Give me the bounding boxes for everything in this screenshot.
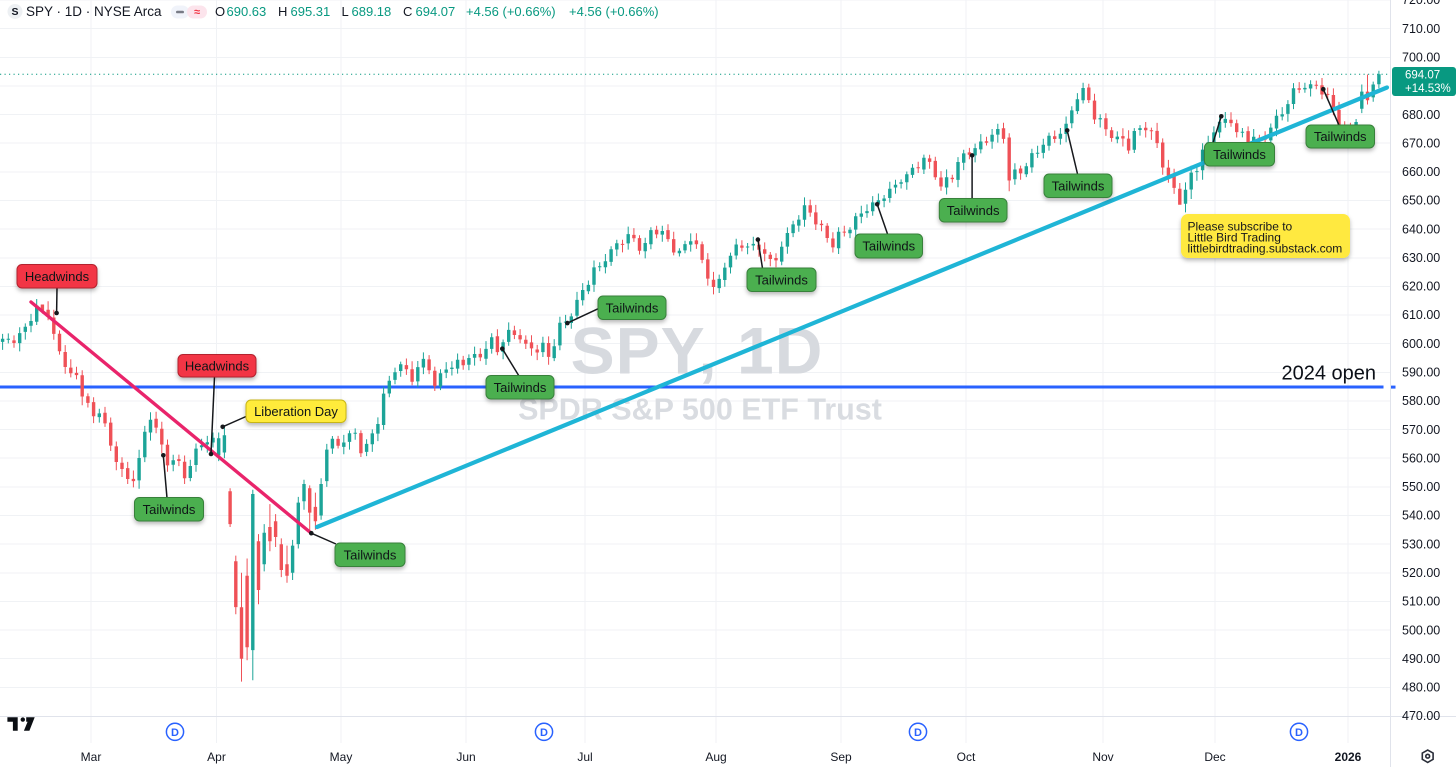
svg-text:Tailwinds: Tailwinds bbox=[947, 203, 1000, 218]
svg-text:510.00: 510.00 bbox=[1402, 595, 1440, 609]
svg-text:610.00: 610.00 bbox=[1402, 308, 1440, 322]
svg-text:Little Bird Trading: Little Bird Trading bbox=[1188, 231, 1281, 245]
svg-text:Jun: Jun bbox=[456, 750, 475, 764]
svg-text:530.00: 530.00 bbox=[1402, 537, 1440, 551]
svg-text:480.00: 480.00 bbox=[1402, 681, 1440, 695]
svg-text:690.63: 690.63 bbox=[227, 4, 267, 19]
svg-text:D: D bbox=[171, 727, 179, 739]
svg-text:630.00: 630.00 bbox=[1402, 251, 1440, 265]
svg-text:Tailwinds: Tailwinds bbox=[143, 502, 196, 517]
svg-text:695.31: 695.31 bbox=[291, 4, 331, 19]
svg-text:Tailwinds: Tailwinds bbox=[862, 239, 915, 254]
svg-text:Headwinds: Headwinds bbox=[185, 358, 250, 373]
svg-text:2024 open: 2024 open bbox=[1281, 363, 1376, 385]
svg-text:Tailwinds: Tailwinds bbox=[1314, 129, 1367, 144]
svg-text:Tailwinds: Tailwinds bbox=[1052, 178, 1105, 193]
svg-text:620.00: 620.00 bbox=[1402, 280, 1440, 294]
svg-text:500.00: 500.00 bbox=[1402, 623, 1440, 637]
svg-text:650.00: 650.00 bbox=[1402, 194, 1440, 208]
svg-text:590.00: 590.00 bbox=[1402, 366, 1440, 380]
svg-text:C: C bbox=[403, 4, 412, 19]
svg-text:Liberation Day: Liberation Day bbox=[254, 404, 338, 419]
svg-text:Tailwinds: Tailwinds bbox=[755, 272, 808, 287]
svg-text:+14.53%: +14.53% bbox=[1405, 83, 1451, 95]
svg-text:580.00: 580.00 bbox=[1402, 394, 1440, 408]
svg-text:Tailwinds: Tailwinds bbox=[494, 380, 547, 395]
svg-text:470.00: 470.00 bbox=[1402, 709, 1440, 723]
svg-text:540.00: 540.00 bbox=[1402, 509, 1440, 523]
svg-text:570.00: 570.00 bbox=[1402, 423, 1440, 437]
svg-text:520.00: 520.00 bbox=[1402, 566, 1440, 580]
svg-text:littlebirdtrading.substack.com: littlebirdtrading.substack.com bbox=[1188, 242, 1343, 256]
svg-text:L: L bbox=[342, 4, 349, 19]
svg-text:+4.56 (+0.66%): +4.56 (+0.66%) bbox=[466, 4, 556, 19]
svg-text:Dec: Dec bbox=[1204, 750, 1225, 764]
svg-text:≈: ≈ bbox=[194, 7, 200, 19]
svg-text:550.00: 550.00 bbox=[1402, 480, 1440, 494]
svg-text:Oct: Oct bbox=[957, 750, 976, 764]
svg-text:Tailwinds: Tailwinds bbox=[344, 547, 397, 562]
svg-text:720.00: 720.00 bbox=[1402, 0, 1440, 7]
svg-text:May: May bbox=[330, 750, 353, 764]
svg-text:D: D bbox=[1295, 727, 1303, 739]
svg-text:SPY · 1D · NYSE Arca: SPY · 1D · NYSE Arca bbox=[26, 4, 162, 19]
svg-text:Nov: Nov bbox=[1092, 750, 1113, 764]
svg-text:SPY, 1D: SPY, 1D bbox=[571, 314, 824, 388]
svg-text:490.00: 490.00 bbox=[1402, 652, 1440, 666]
svg-text:Sep: Sep bbox=[830, 750, 852, 764]
svg-text:560.00: 560.00 bbox=[1402, 451, 1440, 465]
svg-text:S: S bbox=[11, 6, 18, 18]
svg-text:700.00: 700.00 bbox=[1402, 51, 1440, 65]
svg-text:600.00: 600.00 bbox=[1402, 337, 1440, 351]
svg-text:Mar: Mar bbox=[81, 750, 102, 764]
svg-text:Apr: Apr bbox=[207, 750, 226, 764]
svg-text:689.18: 689.18 bbox=[352, 4, 392, 19]
svg-text:H: H bbox=[278, 4, 287, 19]
svg-text:D: D bbox=[540, 727, 548, 739]
svg-text:660.00: 660.00 bbox=[1402, 165, 1440, 179]
svg-text:Jul: Jul bbox=[577, 750, 592, 764]
svg-text:680.00: 680.00 bbox=[1402, 108, 1440, 122]
svg-text:710.00: 710.00 bbox=[1402, 22, 1440, 36]
svg-text:Headwinds: Headwinds bbox=[25, 269, 90, 284]
svg-text:2026: 2026 bbox=[1335, 750, 1362, 764]
svg-text:Tailwinds: Tailwinds bbox=[606, 300, 659, 315]
svg-text:Aug: Aug bbox=[705, 750, 726, 764]
svg-text:+4.56 (+0.66%): +4.56 (+0.66%) bbox=[569, 4, 659, 19]
svg-text:640.00: 640.00 bbox=[1402, 222, 1440, 236]
svg-text:694.07: 694.07 bbox=[416, 4, 456, 19]
svg-text:670.00: 670.00 bbox=[1402, 136, 1440, 150]
svg-text:O: O bbox=[215, 4, 225, 19]
svg-text:D: D bbox=[914, 727, 922, 739]
svg-text:694.07: 694.07 bbox=[1405, 70, 1440, 82]
svg-text:Please subscribe to: Please subscribe to bbox=[1188, 219, 1293, 233]
svg-text:Tailwinds: Tailwinds bbox=[1213, 147, 1266, 162]
